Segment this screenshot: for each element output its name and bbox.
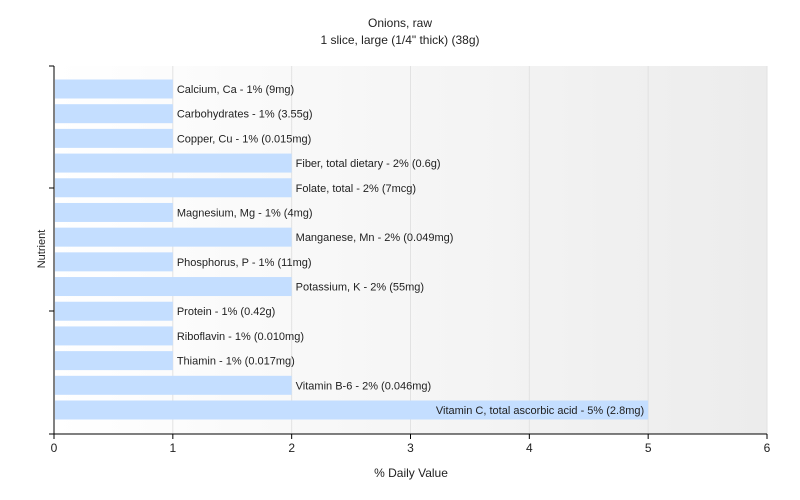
x-tick-label: 4 <box>526 441 533 455</box>
bar-data-label: Carbohydrates - 1% (3.55g) <box>177 109 313 121</box>
y-axis-label: Nutrient <box>36 230 48 269</box>
bar <box>55 301 173 321</box>
bar <box>55 277 292 297</box>
bar <box>55 326 173 346</box>
bar <box>55 153 292 173</box>
x-tick-label: 1 <box>169 441 176 455</box>
bar-data-label: Copper, Cu - 1% (0.015mg) <box>177 133 312 145</box>
x-tick-label: 2 <box>288 441 295 455</box>
x-axis-label: % Daily Value <box>374 466 448 480</box>
bar-data-label: Potassium, K - 2% (55mg) <box>296 282 424 294</box>
bar <box>55 79 173 99</box>
bar <box>55 252 173 272</box>
x-tick-label: 6 <box>764 441 771 455</box>
bar <box>55 400 649 420</box>
bar-data-label: Calcium, Ca - 1% (9mg) <box>177 84 294 96</box>
bar <box>55 375 292 395</box>
bar-data-label: Protein - 1% (0.42g) <box>177 306 275 318</box>
bar-data-label: Phosphorus, P - 1% (11mg) <box>177 257 312 269</box>
bar-data-label: Manganese, Mn - 2% (0.049mg) <box>296 232 454 244</box>
x-tick-label: 3 <box>407 441 414 455</box>
bar-data-label: Magnesium, Mg - 1% (4mg) <box>177 207 313 219</box>
bar-data-label: Riboflavin - 1% (0.010mg) <box>177 331 304 343</box>
x-tick-label: 5 <box>645 441 652 455</box>
bar <box>55 202 173 222</box>
bar <box>55 178 292 198</box>
axes: 0 1 2 3 4 5 6 <box>49 65 771 455</box>
x-tick-label: 0 <box>51 441 58 455</box>
bar-data-label: Folate, total - 2% (7mcg) <box>296 183 416 195</box>
bar-labels: Calcium, Ca - 1% (9mg) Carbohydrates - 1%… <box>177 84 644 417</box>
grid-lines <box>172 66 768 434</box>
bar <box>55 128 173 148</box>
bar-data-label: Vitamin B-6 - 2% (0.046mg) <box>296 380 432 392</box>
bar-data-label: Thiamin - 1% (0.017mg) <box>177 356 295 368</box>
bar <box>55 351 173 371</box>
bar <box>55 104 173 124</box>
chart-subtitle: 1 slice, large (1/4" thick) (38g) <box>321 33 480 47</box>
bar-data-label: Vitamin C, total ascorbic acid - 5% (2.8… <box>436 405 644 417</box>
bars <box>55 79 649 420</box>
bar-data-label: Fiber, total dietary - 2% (0.6g) <box>296 158 441 170</box>
chart-title: Onions, raw <box>368 16 432 30</box>
bar <box>55 227 292 247</box>
